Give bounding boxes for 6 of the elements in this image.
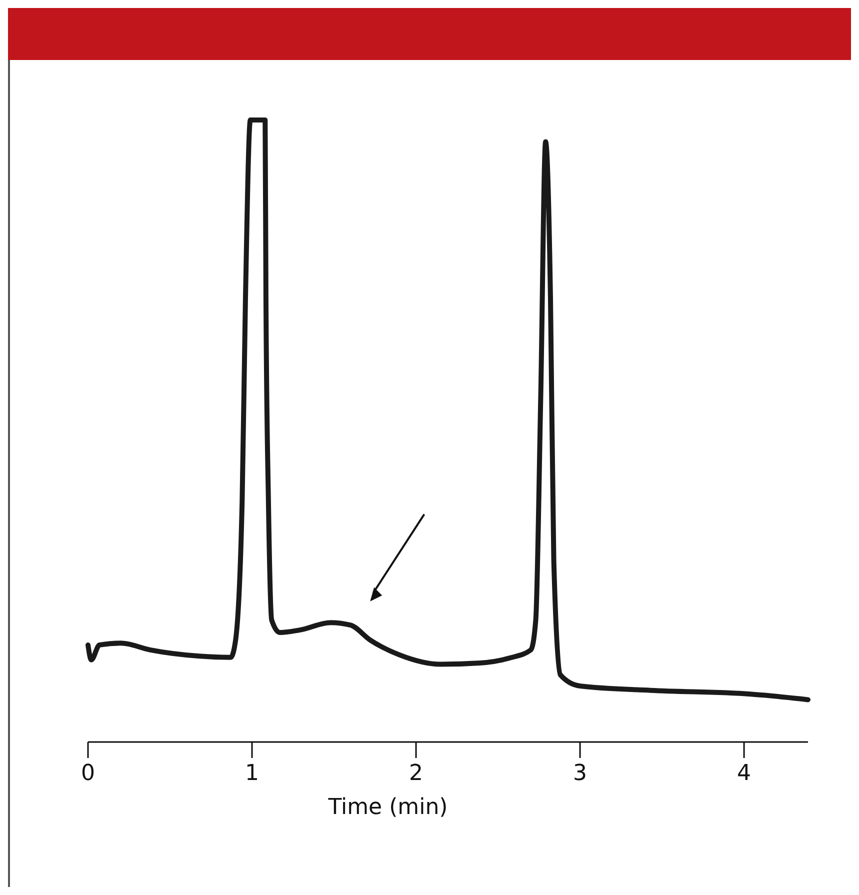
x-tick-label: 1 [245,761,260,786]
x-axis-title: Time (min) [327,795,448,820]
x-tick-label: 0 [81,761,95,786]
x-tick-label: 3 [573,761,588,786]
x-tick-label: 4 [737,761,752,786]
x-tick-label: 2 [409,761,424,786]
